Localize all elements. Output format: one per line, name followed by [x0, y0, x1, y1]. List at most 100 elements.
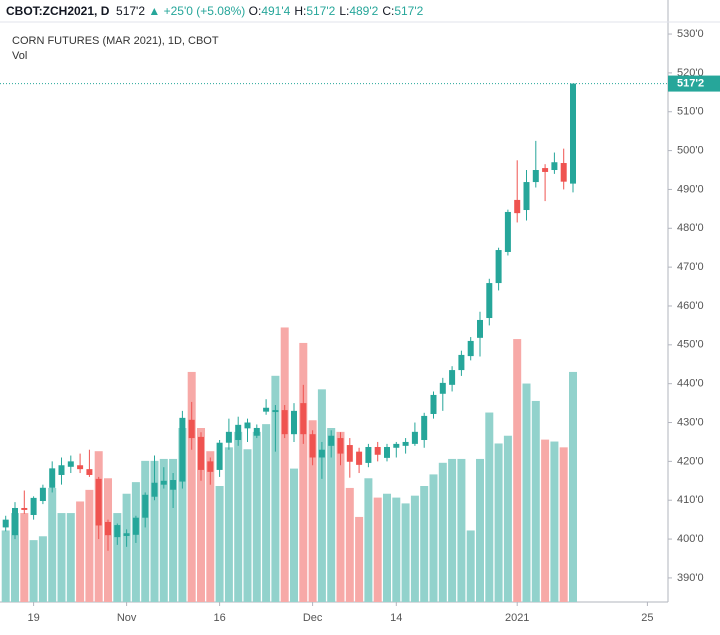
candle-body — [67, 461, 74, 467]
candle-body — [300, 403, 307, 435]
volume-legend: Vol — [12, 50, 27, 62]
candle-body — [179, 417, 186, 482]
x-tick-label: 14 — [390, 612, 402, 624]
volume-bar — [85, 489, 94, 602]
candle-body — [225, 431, 232, 443]
candle-body — [504, 211, 511, 252]
candle-body — [551, 162, 558, 171]
volume-bar — [345, 487, 354, 602]
volume-bar — [327, 428, 336, 602]
candle-body — [216, 442, 223, 470]
candle-body — [263, 407, 270, 412]
y-tick-label: 440'0 — [677, 378, 704, 390]
ohlc-value: 489'2 — [349, 4, 379, 18]
candle-body — [49, 468, 56, 488]
last-price-label: 517'2 — [677, 77, 704, 89]
candle-body — [309, 434, 316, 458]
candle-body — [95, 478, 102, 526]
candle-body — [30, 497, 37, 515]
candle-body — [123, 533, 130, 536]
volume-bar — [373, 497, 382, 602]
y-tick-label: 530'0 — [677, 28, 704, 40]
volume-bar — [522, 383, 531, 602]
volume-bar — [113, 513, 122, 602]
volume-bar — [29, 540, 38, 602]
volume-bar — [262, 424, 271, 602]
y-tick-label: 500'0 — [677, 144, 704, 156]
candle-body — [365, 446, 372, 463]
y-tick-label: 470'0 — [677, 261, 704, 273]
candle-body — [560, 163, 567, 182]
volume-bar — [438, 462, 447, 602]
volume-bar — [215, 486, 224, 602]
volume-bar — [364, 478, 373, 602]
candle-body — [411, 431, 418, 444]
y-tick-label: 400'0 — [677, 533, 704, 545]
volume-bar — [494, 443, 503, 602]
volume-bar — [485, 412, 494, 602]
candle-body — [160, 480, 167, 485]
volume-bar — [141, 460, 150, 602]
candle-body — [170, 480, 177, 490]
candle-body — [486, 283, 493, 319]
y-tick-label: 390'0 — [677, 572, 704, 584]
volume-bar — [466, 530, 475, 602]
volume-bar — [448, 458, 457, 602]
candle-body — [142, 494, 149, 518]
x-tick-label: Nov — [117, 612, 137, 624]
candle-body — [328, 435, 335, 446]
volume-bar — [1, 530, 10, 602]
ohlc-label: C: — [382, 4, 395, 18]
change-icon: ▲ — [148, 4, 161, 18]
candle-body — [542, 168, 549, 172]
candle-body — [439, 382, 446, 394]
x-tick-label: 16 — [213, 612, 225, 624]
candle-body — [532, 170, 539, 183]
y-tick-label: 480'0 — [677, 222, 704, 234]
y-tick-label: 460'0 — [677, 300, 704, 312]
volume-bar — [234, 431, 243, 602]
candle-body — [58, 465, 65, 475]
candle-body — [523, 182, 530, 211]
y-tick-label: 420'0 — [677, 455, 704, 467]
volume-bar — [271, 375, 280, 602]
volume-bar — [187, 371, 196, 602]
last: 517'2 — [116, 4, 146, 18]
candle-body — [281, 410, 288, 435]
volume-bar — [224, 447, 233, 602]
ohlc-value: 491'4 — [261, 4, 291, 18]
candle-body — [374, 446, 381, 455]
volume-bar — [280, 327, 289, 602]
candle-body — [421, 415, 428, 441]
volume-bar — [513, 339, 522, 602]
candle-body — [198, 436, 204, 470]
volume-bar — [420, 486, 429, 602]
x-tick-label: Dec — [303, 612, 323, 624]
ohlc-label: L: — [339, 4, 350, 18]
candle-body — [346, 445, 353, 462]
ohlc-value: 517'2 — [306, 4, 336, 18]
volume-bar — [550, 441, 559, 602]
volume-bar — [38, 536, 47, 602]
last-price-tag — [668, 75, 720, 92]
volume-bar — [178, 428, 187, 602]
ohlc: O:491'4 H:517'2 L:489'2 C:517'2 — [249, 4, 428, 18]
volume-bar — [355, 516, 364, 602]
y-tick-label: 490'0 — [677, 183, 704, 195]
candle-body — [337, 438, 344, 454]
volume-bar — [20, 513, 29, 602]
volume-bar — [569, 371, 577, 602]
volume-bar — [48, 487, 57, 602]
ohlc-label: O: — [248, 4, 262, 18]
candle-body — [430, 394, 437, 414]
volume-bar — [503, 435, 512, 602]
y-tick-label: 410'0 — [677, 494, 704, 506]
symbol: CBOT:ZCH2021, D — [6, 4, 110, 18]
volume-bar — [122, 493, 131, 602]
candle-body — [384, 446, 390, 458]
candle-body — [151, 482, 158, 497]
candle-body — [477, 319, 483, 338]
volume-bar — [57, 513, 66, 602]
